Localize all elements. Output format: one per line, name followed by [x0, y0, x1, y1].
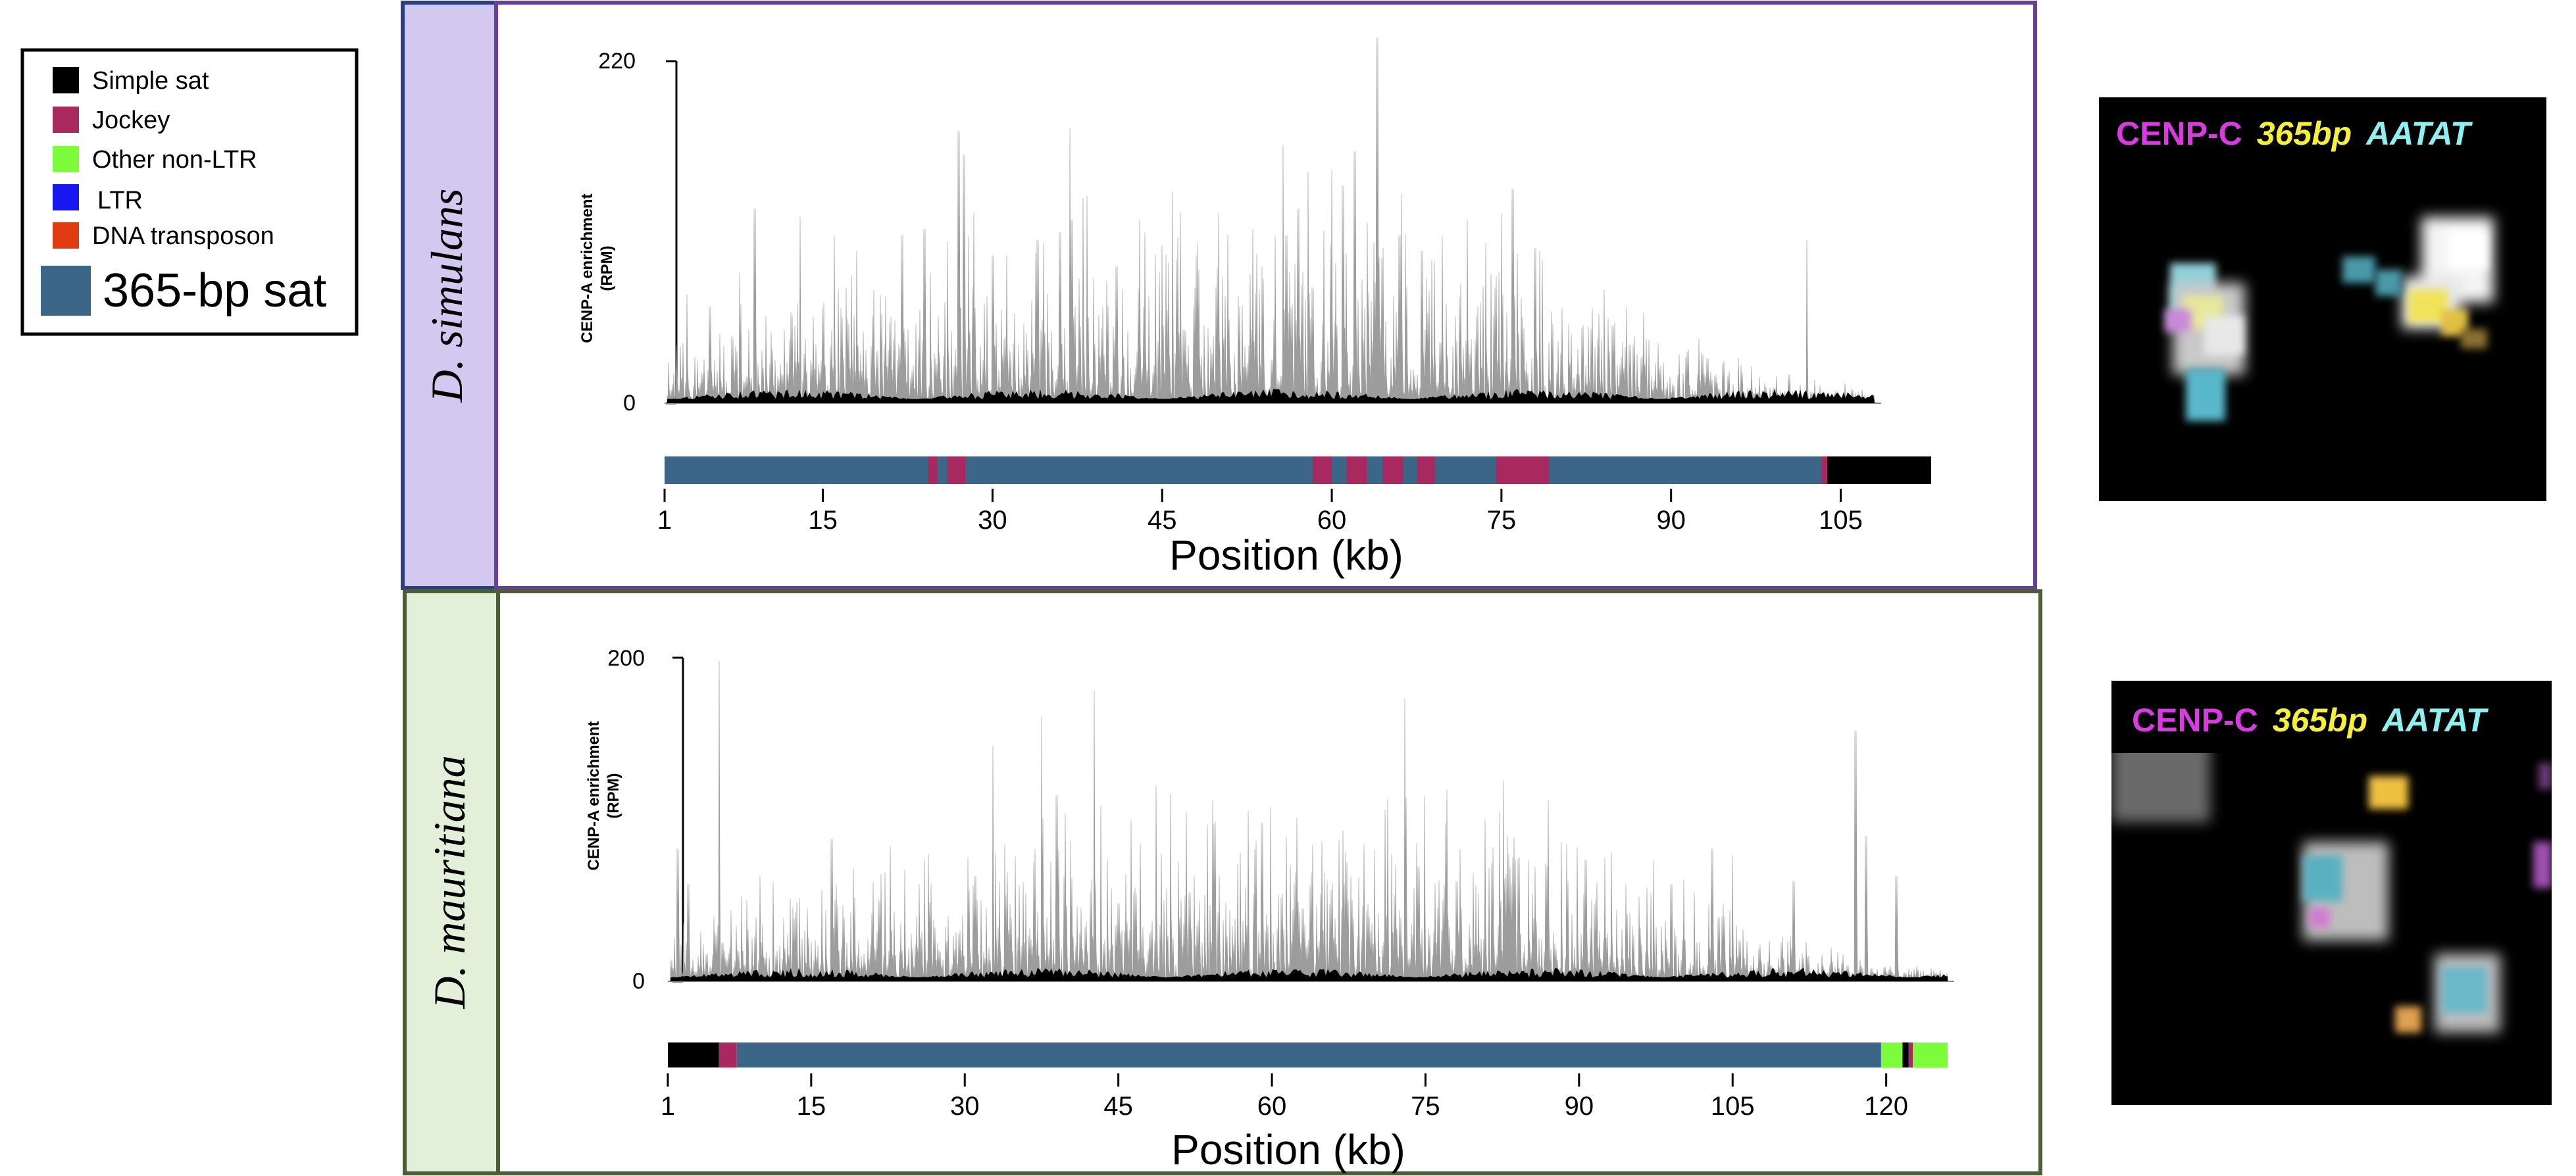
micro-signal-simulans — [2165, 217, 2494, 421]
track-segment-jockey — [1312, 456, 1332, 484]
input-signal-mauritiana — [670, 968, 1948, 981]
legend-label-other-non-ltr: Other non-LTR — [92, 146, 257, 174]
y-tick-label-zero-simulans: 0 — [623, 391, 636, 416]
x-tick-label: 45 — [1148, 506, 1177, 535]
x-tick-label: 120 — [1864, 1092, 1908, 1121]
y-axis-label-line1-simulans: CENP-A enrichment — [578, 193, 596, 343]
panel-simulans: D. simulans 220 0 CENP-A enrichment (RPM… — [401, 1, 2037, 590]
legend-label-dna-transposon: DNA transposon — [92, 222, 274, 250]
x-tick-label: 105 — [1711, 1092, 1755, 1121]
micro-title-aatat-mauritiana: AATAT — [2381, 702, 2489, 739]
cenpa-signal-mauritiana — [670, 660, 1948, 982]
x-axis-label-mauritiana: Position (kb) — [1171, 1126, 1405, 1173]
annotation-track-simulans — [665, 456, 1931, 484]
legend-swatch-ltr — [53, 184, 79, 210]
x-tick-label: 15 — [797, 1092, 826, 1121]
x-tick-label: 30 — [978, 506, 1007, 535]
legend-swatch-other-non-ltr — [53, 146, 79, 172]
track-segment-365-bp-sat — [665, 456, 1824, 484]
track-segment-jockey — [1908, 1042, 1913, 1067]
track-segment-jockey — [1346, 456, 1367, 484]
track-segment-other-non-ltr — [1913, 1042, 1948, 1067]
legend-swatch-jockey — [53, 107, 79, 133]
x-axis-mauritiana: 1 15 30 45 60 75 90 105 120 — [661, 1073, 1908, 1121]
legend-label-365bp-sat: 365-bp sat — [103, 264, 326, 317]
x-axis-label-simulans: Position (kb) — [1169, 531, 1403, 579]
legend-label-ltr: LTR — [97, 187, 143, 214]
legend-label-simple-sat: Simple sat — [92, 67, 209, 95]
x-tick-label: 60 — [1317, 506, 1347, 535]
x-tick-label: 105 — [1819, 506, 1863, 535]
y-axis-label-line1-mauritiana: CENP-A enrichment — [585, 721, 603, 870]
y-axis-label-line2-simulans: (RPM) — [598, 245, 616, 291]
micro-title-mauritiana: CENP-C 365bp AATAT — [2132, 702, 2489, 739]
microscopy-image-simulans: CENP-C 365bp AATAT — [2099, 97, 2546, 501]
track-segment-simple-sat — [668, 1042, 719, 1067]
track-segment-jockey — [719, 1042, 737, 1067]
track-segment-365-bp-sat — [736, 1042, 1881, 1067]
species-label-simulans: D. simulans — [422, 189, 472, 403]
species-label-box-simulans — [401, 1, 498, 590]
x-tick-label: 1 — [657, 506, 672, 535]
legend: Simple sat Jockey Other non-LTR LTR DNA … — [20, 48, 359, 336]
chart-frame-simulans — [494, 1, 2037, 590]
x-tick-label: 15 — [808, 506, 838, 535]
y-tick-label-top-mauritiana: 200 — [607, 646, 645, 671]
species-label-box-mauritiana — [403, 589, 500, 1175]
micro-title-365bp-simulans: 365bp — [2257, 115, 2352, 152]
track-segment-jockey — [1417, 456, 1435, 484]
track-segment-jockey — [1821, 456, 1827, 484]
x-tick-label: 90 — [1656, 506, 1686, 535]
input-signal-simulans — [667, 389, 1875, 403]
x-tick-label: 30 — [950, 1092, 980, 1121]
micro-title-cenpc-simulans: CENP-C — [2116, 115, 2242, 152]
track-segment-simple-sat — [1827, 456, 1931, 484]
y-axis-label-line2-mauritiana: (RPM) — [605, 773, 622, 818]
x-tick-label: 75 — [1487, 506, 1517, 535]
micro-title-bar-mauritiana — [2111, 681, 2552, 753]
x-tick-label: 75 — [1411, 1092, 1440, 1121]
track-segment-jockey — [947, 456, 966, 484]
panel-mauritiana: D. mauritiana 200 0 CENP-A enrichment (R… — [403, 589, 2042, 1175]
y-tick-label-top-simulans: 220 — [598, 49, 636, 74]
micro-title-simulans: CENP-C 365bp AATAT — [2116, 115, 2473, 152]
legend-swatch-365bp-sat — [41, 266, 91, 316]
track-segment-jockey — [1496, 456, 1550, 484]
x-tick-label: 90 — [1565, 1092, 1594, 1121]
annotation-track-mauritiana — [668, 1042, 1948, 1067]
legend-swatch-dna-transposon — [53, 222, 79, 249]
track-segment-jockey — [1382, 456, 1403, 484]
y-tick-label-zero-mauritiana: 0 — [632, 969, 645, 994]
x-axis-simulans: 1 15 30 45 60 75 90 105 — [657, 489, 1863, 535]
micro-title-cenpc-mauritiana: CENP-C — [2132, 702, 2258, 739]
x-tick-label: 60 — [1257, 1092, 1287, 1121]
microscopy-image-mauritiana: CENP-C 365bp AATAT — [2111, 681, 2552, 1105]
x-tick-label: 45 — [1103, 1092, 1133, 1121]
x-tick-label: 1 — [661, 1092, 675, 1121]
micro-title-bar-simulans — [2099, 97, 2546, 162]
chart-frame-mauritiana — [496, 589, 2042, 1175]
legend-label-jockey: Jockey — [92, 107, 170, 134]
track-segment-jockey — [928, 456, 938, 484]
micro-title-365bp-mauritiana: 365bp — [2273, 702, 2368, 739]
track-segment-simple-sat — [1902, 1042, 1909, 1067]
legend-swatch-simple-sat — [53, 67, 79, 93]
cenpa-signal-simulans — [667, 37, 1875, 404]
track-segment-other-non-ltr — [1881, 1042, 1903, 1067]
species-label-mauritiana: D. mauritiana — [424, 755, 474, 1009]
micro-title-aatat-simulans: AATAT — [2365, 115, 2473, 152]
